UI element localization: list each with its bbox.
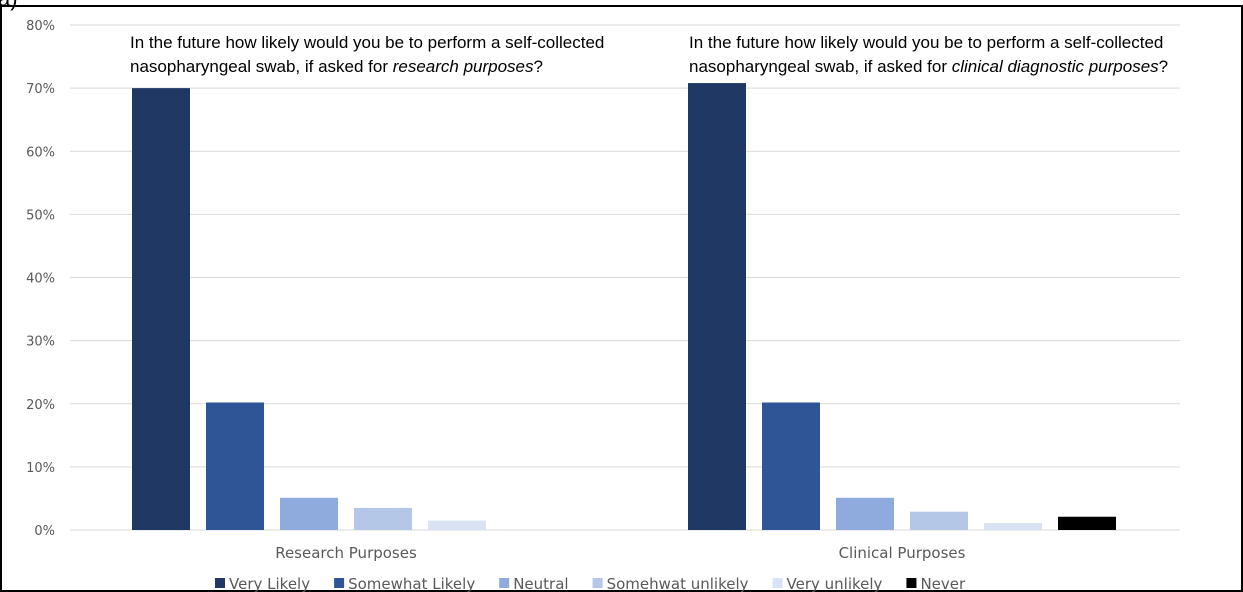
bar [762,402,820,530]
bar [836,497,894,530]
panel-label: a) [0,0,18,11]
y-tick-label: 60% [26,145,55,160]
question-clinical-emphasis: clinical diagnostic purposes [952,57,1159,76]
bar [910,511,968,530]
question-research-suffix: ? [534,57,543,76]
legend-swatch [772,578,783,588]
y-axis-ticks: 0% 10% 20% 30% 40% 50% 60% 70% 80% [26,19,55,539]
question-clinical-line2: nasopharyngeal swab, if asked for clinic… [689,57,1168,76]
question-clinical-prefix: nasopharyngeal swab, if asked for [689,57,952,76]
legend-swatch [499,578,510,588]
question-clinical-line1: In the future how likely would you be to… [689,33,1163,52]
y-tick-label: 80% [26,19,55,34]
bar [206,402,264,530]
bar [132,88,190,530]
legend-label: Very Likely [229,575,310,592]
x-category-label: Clinical Purposes [839,544,966,562]
legend-swatch [215,578,225,588]
bar [688,83,746,530]
y-tick-label: 20% [26,398,55,413]
legend-label: Somehwat unlikely [607,575,749,592]
legend-label: Very unlikely [787,575,883,592]
legend-swatch [906,578,917,588]
bars [132,83,1116,530]
y-tick-label: 10% [26,461,55,476]
bar [984,523,1042,530]
y-tick-label: 50% [26,208,55,223]
y-tick-label: 40% [26,272,55,287]
x-axis-categories: Research Purposes Clinical Purposes [275,544,965,562]
legend: Very Likely Somewhat Likely Neutral Somehwa… [215,575,966,592]
question-research-line2: nasopharyngeal swab, if asked for resear… [130,57,543,76]
legend-label: Neutral [513,575,568,592]
question-research-prefix: nasopharyngeal swab, if asked for [130,57,393,76]
legend-swatch [592,578,603,588]
bar [280,497,338,530]
bar [354,507,412,530]
x-category-label: Research Purposes [275,544,417,562]
gridlines [70,24,1180,531]
question-research-emphasis: research purposes [393,57,534,76]
legend-swatch [334,578,345,588]
y-tick-label: 30% [26,335,55,350]
bar [428,520,486,530]
question-clinical-suffix: ? [1159,57,1168,76]
y-tick-label: 0% [34,524,55,539]
legend-label: Somewhat Likely [348,575,475,592]
y-tick-label: 70% [26,82,55,97]
question-research-line1: In the future how likely would you be to… [130,33,604,52]
top-cut [0,0,1243,6]
legend-label: Never [920,575,966,592]
bar [1058,516,1116,530]
